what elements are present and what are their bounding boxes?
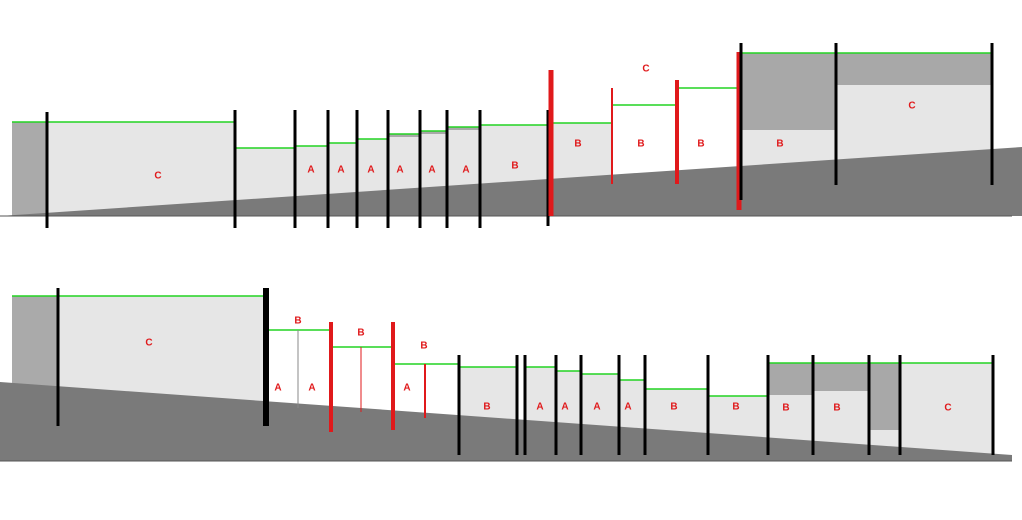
roof-band (835, 53, 992, 85)
zone-label: A (561, 402, 568, 413)
zone-label: B (511, 161, 518, 172)
zone-label: B (357, 328, 364, 339)
roof-band (740, 53, 835, 130)
zone-label: C (908, 101, 915, 112)
zone-label: B (732, 402, 739, 413)
roof-band (447, 127, 480, 130)
zone-label: A (428, 165, 435, 176)
zone-label: A (307, 165, 314, 176)
ground (0, 382, 1012, 461)
zone-label: B (574, 139, 581, 150)
zone-label: C (145, 338, 152, 349)
zone-label: A (274, 383, 281, 394)
ground (0, 147, 1022, 216)
zone-label: A (403, 383, 410, 394)
zone-label: B (776, 139, 783, 150)
zone-label: A (367, 165, 374, 176)
zone-label: C (154, 171, 161, 182)
zone-label: A (624, 402, 631, 413)
zone-label: A (593, 402, 600, 413)
zone-label: B (637, 139, 644, 150)
building-section (12, 122, 47, 216)
zone-label: B (483, 402, 490, 413)
zone-label: A (308, 383, 315, 394)
zone-label: A (536, 402, 543, 413)
zone-label: A (396, 165, 403, 176)
zone-label: A (462, 165, 469, 176)
zone-label: A (337, 165, 344, 176)
building-section (900, 363, 993, 461)
zone-label: B (833, 403, 840, 414)
roof-band (420, 131, 447, 134)
roof-band (869, 363, 900, 430)
zone-label: C (642, 64, 649, 75)
zone-label: B (294, 316, 301, 327)
zone-label: B (782, 403, 789, 414)
zone-label: B (420, 341, 427, 352)
roof-band (768, 363, 813, 395)
zone-label: C (944, 403, 951, 414)
building-section (47, 122, 235, 216)
roof-band (813, 363, 869, 391)
zone-label: B (670, 402, 677, 413)
zone-label: B (697, 139, 704, 150)
roof-band (388, 134, 420, 137)
